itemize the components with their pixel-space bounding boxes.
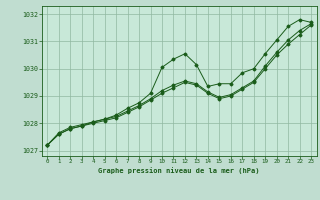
X-axis label: Graphe pression niveau de la mer (hPa): Graphe pression niveau de la mer (hPa) — [99, 167, 260, 174]
